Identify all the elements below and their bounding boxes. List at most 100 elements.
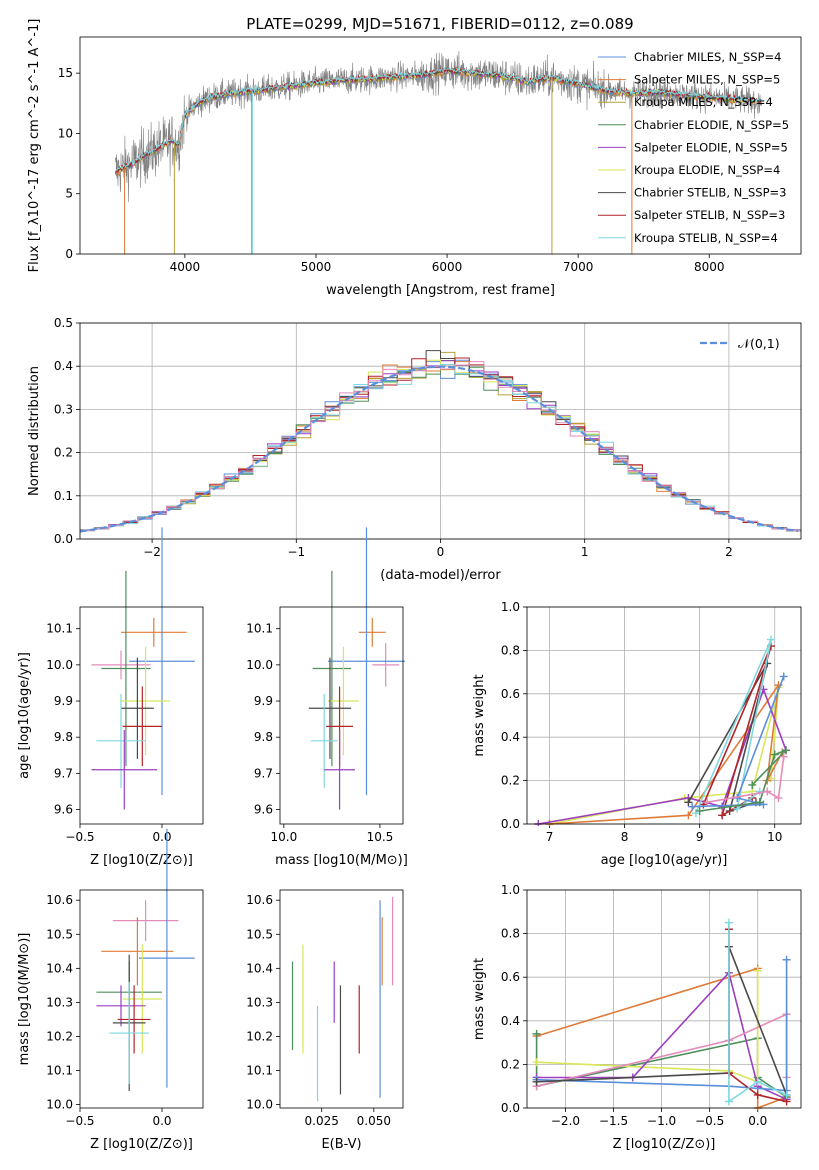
x-tick-label: 8000 [694, 260, 725, 274]
data-point [129, 527, 195, 796]
x-axis-label: Z [log10(Z/Z⊙)] [90, 1137, 193, 1152]
x-tick-label: −0.5 [65, 830, 94, 844]
series-marker [748, 780, 757, 789]
y-tick-label: 0.2 [54, 446, 73, 460]
model-spectrum-line [114, 66, 762, 172]
series-marker [532, 1077, 541, 1086]
y-tick-label: 1.0 [501, 600, 520, 614]
series-marker [724, 918, 733, 927]
data-point [372, 643, 400, 687]
series-marker [779, 752, 788, 761]
axes-frame [79, 322, 802, 540]
x-tick-label: 0.0 [748, 1114, 767, 1128]
y-tick-label: 1.0 [501, 883, 520, 897]
series-marker [703, 798, 712, 807]
y-tick-label: 0.6 [501, 970, 520, 984]
series-marker [753, 966, 762, 975]
series-marker [782, 1090, 791, 1099]
y-tick-label: 10.1 [246, 622, 273, 636]
y-tick-label: 10.0 [246, 1098, 273, 1112]
axes-frame [79, 36, 802, 255]
x-axis-label: (data-model)/error [380, 568, 501, 583]
data-point [96, 985, 146, 1027]
data-point [112, 900, 179, 942]
y-tick-label: 9.7 [254, 766, 273, 780]
legend-entry: Salpeter MILES, N_SSP=5 [634, 73, 780, 87]
series-marker [718, 811, 727, 820]
data-point [91, 650, 151, 680]
data-point [308, 657, 352, 759]
y-tick-label: 10.1 [246, 1064, 273, 1078]
series-line [728, 922, 787, 1104]
y-tick-label: 9.6 [54, 803, 73, 817]
data-point [96, 693, 146, 788]
x-tick-label: 0.0 [152, 830, 171, 844]
series-marker [532, 1029, 541, 1038]
axes-residuals: −2 −1 0 1 2 0.0 0.1 0.2 0.3 0.4 0.5 𝒩(0,1) (data-mod… [27, 316, 802, 583]
y-tick-label: 0.6 [501, 687, 520, 701]
series-group [532, 918, 791, 1110]
data-point [121, 617, 187, 647]
series-marker [781, 746, 790, 755]
data-point [324, 729, 355, 810]
x-axis-label: Z [log10(Z/Z⊙)] [613, 1137, 716, 1152]
y-tick-label: 0.4 [54, 359, 73, 373]
axes-mass_vs_EBV: 0.025 0.050 10.0 10.1 10.2 10.3 10.4 10.5 10.6 E(… [246, 889, 404, 1152]
y-tick-label: 10.4 [46, 961, 73, 975]
x-tick-label: 5000 [301, 260, 332, 274]
y-tick-label: 10 [58, 126, 73, 140]
axes-frame [279, 606, 404, 825]
spectrum-lines [114, 51, 762, 254]
series-marker [770, 750, 779, 759]
y-axis-label: Flux [f_λ10^-17 erg cm^-2 s^-1 A^-1] [27, 19, 42, 273]
axes-frame [79, 889, 204, 1109]
x-axis-label: age [log10(age/yr)] [601, 853, 728, 868]
x-axis-label: mass [log10(M/M⊙)] [275, 853, 408, 868]
data-point [312, 570, 352, 767]
x-tick-label: −0.5 [695, 1114, 724, 1128]
series-marker [774, 793, 783, 802]
y-axis-label: Normed distribution [27, 366, 42, 496]
y-tick-label: 10.5 [46, 927, 73, 941]
series-marker [766, 635, 775, 644]
legend-entry: 𝒩(0,1) [738, 336, 780, 351]
data-point [139, 828, 195, 1088]
data-point [122, 686, 162, 767]
x-tick-label: −0.5 [65, 1114, 94, 1128]
axes-mass_weight_vs_Z: −2.0 −1.5 −1.0 −0.5 0.0 0.0 0.2 0.4 0.6 0.8 1.0 Z [… [472, 883, 802, 1152]
y-tick-label: 0.4 [501, 1014, 520, 1028]
y-tick-label: 0.2 [501, 1057, 520, 1071]
series-marker [753, 1090, 762, 1099]
y-axis-label: mass [log10(M/M⊙)] [17, 933, 32, 1066]
x-tick-label: −1.0 [647, 1114, 676, 1128]
data-point [310, 693, 338, 788]
x-tick-label: 0.025 [305, 1114, 339, 1128]
series-marker [532, 1058, 541, 1067]
y-tick-label: 9.8 [254, 730, 273, 744]
y-tick-label: 0.0 [54, 532, 73, 546]
y-tick-label: 10.3 [46, 995, 73, 1009]
series-marker [763, 787, 772, 796]
legend-entry: Kroupa STELIB, N_SSP=4 [634, 231, 778, 245]
series-marker [753, 1077, 762, 1086]
y-axis-label: age [log10(age/yr)] [17, 652, 32, 779]
x-axis-label: Z [log10(Z/Z⊙)] [90, 853, 193, 868]
axes-spectrum: 4000 5000 6000 7000 8000 0 5 10 15 Chabrier MILES… [27, 19, 802, 298]
y-tick-label: 0.8 [501, 643, 520, 657]
data-point [109, 981, 149, 1085]
series-marker [724, 1097, 733, 1106]
x-tick-label: 7000 [563, 260, 594, 274]
data-point [122, 944, 162, 1054]
legend-entry: Chabrier ELODIE, N_SSP=5 [634, 118, 789, 132]
x-axis-label: E(B-V) [321, 1137, 361, 1152]
series-marker [755, 798, 764, 807]
y-tick-label: 0.2 [501, 774, 520, 788]
legend-entry: Chabrier STELIB, N_SSP=3 [634, 186, 786, 200]
y-tick-label: 5 [65, 187, 73, 201]
y-tick-label: 10.3 [246, 995, 273, 1009]
x-axis-label: wavelength [Angstrom, rest frame] [326, 283, 555, 298]
y-tick-label: 0.5 [54, 316, 73, 330]
series-line [702, 645, 772, 817]
series-marker [684, 798, 693, 807]
y-tick-label: 0.0 [501, 817, 520, 831]
